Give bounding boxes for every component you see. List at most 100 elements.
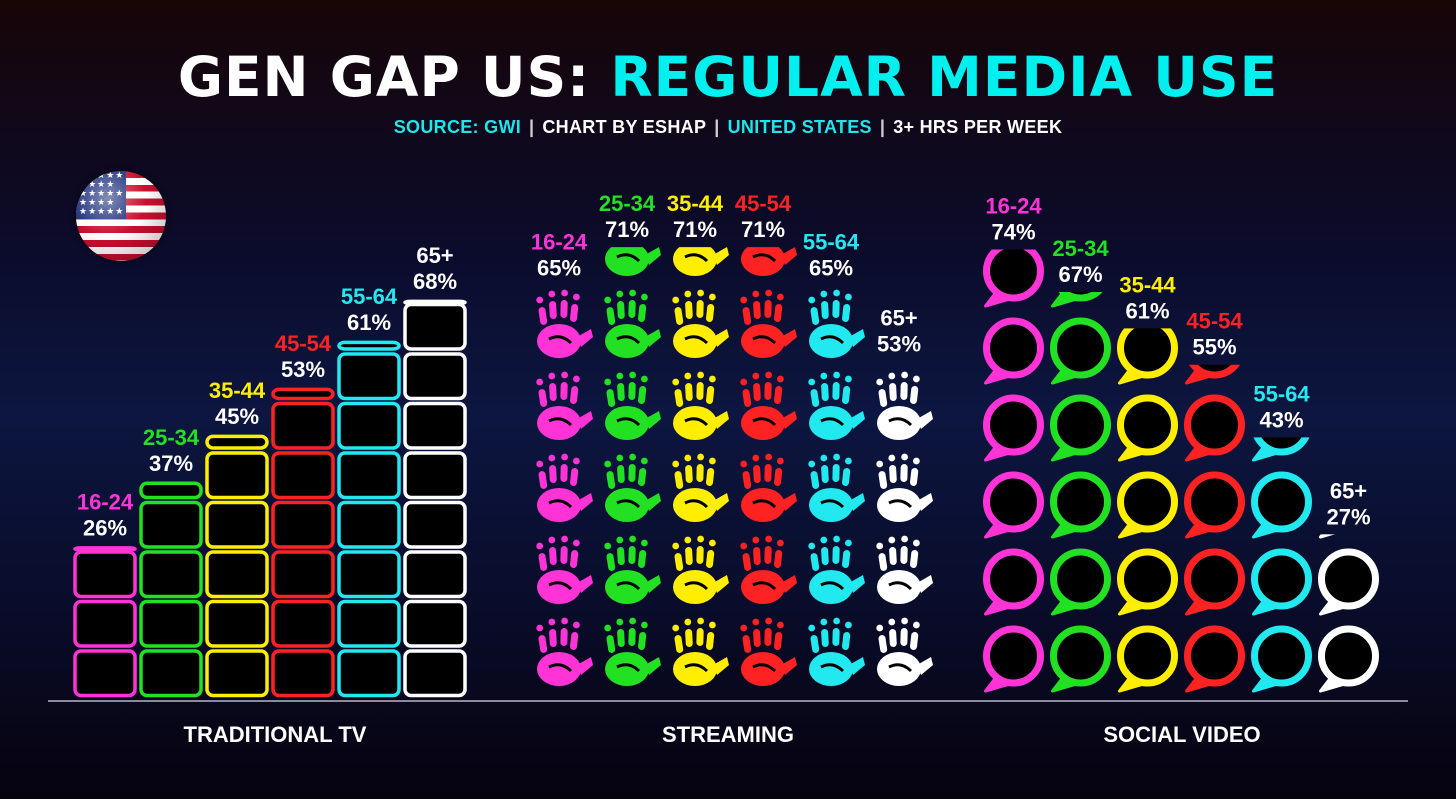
handprint-icon bbox=[672, 453, 729, 522]
handprint-icon bbox=[536, 289, 593, 358]
handprint-icon bbox=[604, 453, 661, 522]
age-group-label: 45-54 bbox=[1186, 309, 1243, 334]
tv-screen-icon bbox=[403, 302, 467, 351]
value-label: 65% bbox=[537, 255, 581, 280]
speech-bubble-icon bbox=[1050, 317, 1111, 385]
speech-bubble-icon bbox=[1318, 548, 1379, 616]
speech-bubble-icon bbox=[1117, 394, 1178, 462]
age-group-label: 45-54 bbox=[275, 331, 332, 356]
value-label: 74% bbox=[991, 220, 1035, 245]
age-group-label: 55-64 bbox=[803, 229, 860, 254]
tv-screen-icon bbox=[73, 599, 137, 648]
age-group-label: 55-64 bbox=[1253, 381, 1310, 406]
age-group-label: 25-34 bbox=[143, 425, 200, 450]
subtitle-separator: | bbox=[529, 117, 535, 137]
age-group-label: 16-24 bbox=[77, 489, 134, 514]
tv-screen-icon bbox=[337, 451, 401, 500]
tv-screen-icon bbox=[337, 401, 401, 450]
speech-bubble-icon bbox=[1050, 548, 1111, 616]
value-label: 67% bbox=[1058, 262, 1102, 287]
panel-label-streaming: STREAMING bbox=[662, 722, 794, 747]
speech-bubble-icon bbox=[1117, 625, 1178, 693]
tv-screen-icon bbox=[205, 550, 269, 599]
speech-bubble-icon bbox=[983, 249, 1044, 308]
age-group-label: 25-34 bbox=[1052, 236, 1109, 261]
tv-screen-icon bbox=[403, 401, 467, 450]
handprint-icon bbox=[740, 535, 797, 604]
handprint-icon bbox=[672, 289, 729, 358]
handprint-icon bbox=[536, 453, 593, 522]
speech-bubble-icon bbox=[1319, 534, 1335, 539]
handprint-icon bbox=[536, 535, 593, 604]
speech-bubble-icon bbox=[1050, 394, 1111, 462]
speech-bubble-icon bbox=[1117, 471, 1178, 539]
value-label: 55% bbox=[1192, 335, 1236, 360]
handprint-icon bbox=[876, 535, 933, 604]
value-label: 26% bbox=[83, 515, 127, 540]
speech-bubble-icon bbox=[983, 317, 1044, 385]
handprint-icon bbox=[876, 371, 933, 440]
handprint-icon bbox=[808, 617, 865, 686]
speech-bubble-icon bbox=[1051, 291, 1103, 308]
age-group-label: 35-44 bbox=[209, 378, 266, 403]
speech-bubble-icon bbox=[1117, 328, 1178, 385]
speech-bubble-icon bbox=[1184, 394, 1245, 462]
tv-screen-icon bbox=[403, 550, 467, 599]
tv-screen-icon bbox=[337, 500, 401, 549]
tv-screen-icon bbox=[139, 599, 203, 648]
speech-bubble-icon bbox=[1252, 437, 1310, 462]
value-label: 65% bbox=[809, 255, 853, 280]
chart-subtitle: SOURCE: GWI | CHART BY ESHAP | UNITED STATES… bbox=[0, 117, 1456, 138]
tv-screen-icon bbox=[403, 352, 467, 401]
panel-label-traditional-tv: TRADITIONAL TV bbox=[183, 722, 367, 747]
tv-screen-icon bbox=[73, 546, 137, 552]
age-group-label: 35-44 bbox=[667, 191, 724, 216]
age-group-label: 55-64 bbox=[341, 284, 398, 309]
tv-screen-icon bbox=[139, 550, 203, 599]
tv-screen-icon bbox=[271, 500, 335, 549]
handprint-icon bbox=[808, 453, 865, 522]
speech-bubble-icon bbox=[1184, 471, 1245, 539]
handprint-icon bbox=[808, 371, 865, 440]
value-label: 53% bbox=[877, 331, 921, 356]
value-label: 71% bbox=[605, 217, 649, 242]
handprint-icon bbox=[673, 247, 729, 276]
subtitle-chart-by: CHART BY ESHAP bbox=[542, 117, 707, 137]
handprint-icon bbox=[605, 247, 661, 276]
chart-title: GEN GAP US: REGULAR MEDIA USE bbox=[0, 42, 1456, 112]
age-group-label: 65+ bbox=[880, 305, 917, 330]
tv-screen-icon bbox=[205, 649, 269, 698]
speech-bubble-icon bbox=[1050, 471, 1111, 539]
tv-screen-icon bbox=[337, 340, 401, 351]
social-bar-65-plus: 65+27% bbox=[1318, 478, 1379, 693]
speech-bubble-icon bbox=[1251, 471, 1312, 539]
tv-screen-icon bbox=[139, 649, 203, 698]
handprint-icon bbox=[536, 371, 593, 440]
value-label: 43% bbox=[1259, 407, 1303, 432]
age-group-label: 25-34 bbox=[599, 191, 656, 216]
value-label: 61% bbox=[1125, 298, 1169, 323]
tv-screen-icon bbox=[73, 550, 137, 599]
handprint-icon bbox=[876, 617, 933, 686]
handprint-icon bbox=[672, 371, 729, 440]
handprint-icon bbox=[808, 535, 865, 604]
handprint-icon bbox=[876, 453, 933, 522]
tv-screen-icon bbox=[337, 550, 401, 599]
tv-screen-icon bbox=[205, 434, 269, 450]
speech-bubble-icon bbox=[1318, 625, 1379, 693]
tv-screen-icon bbox=[205, 451, 269, 500]
handprint-icon bbox=[604, 535, 661, 604]
value-label: 71% bbox=[673, 217, 717, 242]
tv-screen-icon bbox=[337, 352, 401, 401]
tv-screen-icon bbox=[337, 649, 401, 698]
tv-screen-icon bbox=[403, 649, 467, 698]
